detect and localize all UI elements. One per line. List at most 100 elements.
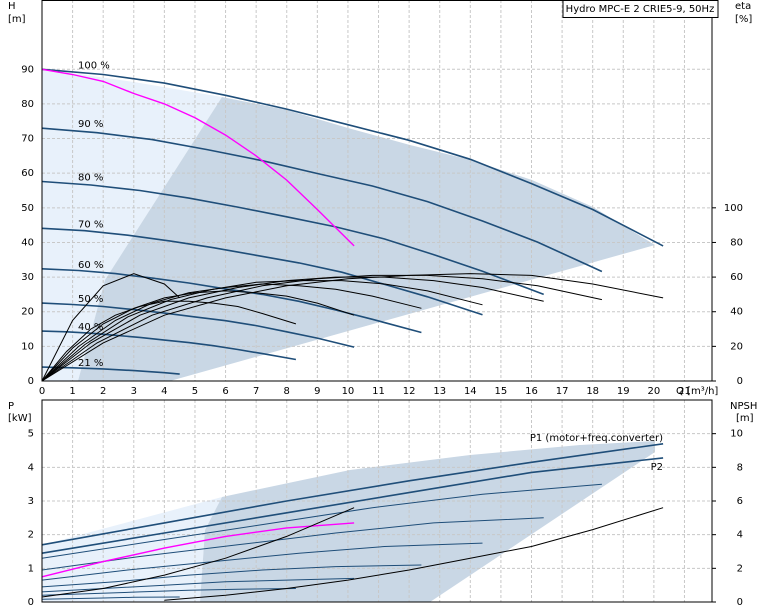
x-tick-label: 3 [131, 386, 137, 397]
curve [41, 443, 664, 546]
x-tick-label: 7 [253, 386, 259, 397]
x-tick-label: 17 [556, 386, 569, 397]
curve [41, 483, 602, 559]
y2-tick-label: 10 [730, 429, 743, 440]
y2-axis-label: eta [735, 1, 751, 12]
curve-label: 70 % [78, 219, 103, 230]
curve [41, 273, 664, 382]
y-tick-label: 80 [21, 99, 34, 110]
curve [41, 68, 355, 247]
y2-tick-label: 2 [737, 563, 743, 574]
shading [42, 69, 655, 602]
y-axis-label: P [8, 401, 14, 412]
curve [41, 300, 297, 382]
y-tick-label: 4 [28, 462, 34, 473]
curve [41, 522, 355, 578]
y-axis-label: H [8, 1, 16, 12]
title-box [562, 0, 719, 18]
y-tick-label: 2 [28, 530, 34, 541]
plot-frame [41, 399, 713, 603]
range-gray [200, 441, 655, 602]
y-tick-label: 5 [28, 429, 34, 440]
x-tick-label: 13 [433, 386, 446, 397]
y2-axis-unit: [%] [735, 14, 752, 25]
y2-tick-label: 4 [737, 530, 743, 541]
plot-frame [41, 0, 713, 382]
curve-label: 21 % [78, 358, 103, 369]
y-tick-label: 30 [21, 272, 34, 283]
x-tick-label: 18 [586, 386, 599, 397]
curve [41, 564, 422, 588]
curves: 100 %90 %80 %70 %60 %50 %40 %21 %P1 (mot… [41, 60, 664, 601]
curve [41, 517, 544, 571]
x-tick-label: 19 [617, 386, 630, 397]
curve [41, 542, 483, 581]
curve [41, 302, 355, 348]
curve [41, 596, 180, 600]
x-tick-label: 11 [372, 386, 385, 397]
x-tick-label: 15 [495, 386, 508, 397]
range-gray [78, 97, 655, 381]
x-tick-label: 2 [100, 386, 106, 397]
curve [41, 280, 483, 382]
y2-tick-label: 0 [737, 376, 743, 387]
curve [41, 283, 422, 382]
curve [41, 507, 355, 598]
y-tick-label: 10 [21, 341, 34, 352]
y-tick-label: 90 [21, 64, 34, 75]
y2-tick-label: 8 [737, 462, 743, 473]
x-tick-label: 6 [222, 386, 228, 397]
x-tick-label: 9 [314, 386, 320, 397]
x-tick-label: 5 [192, 386, 198, 397]
x-tick-label: 1 [69, 386, 75, 397]
chart-title: Hydro MPC-E 2 CRIE5-9, 50Hz [566, 4, 715, 15]
y-tick-label: 60 [21, 168, 34, 179]
curve [41, 366, 180, 375]
curve [41, 290, 355, 382]
y2-axis-unit: [m] [736, 413, 754, 424]
curve [41, 330, 297, 361]
curve-label: 100 % [78, 60, 110, 71]
curve [164, 507, 664, 601]
y2-tick-label: 60 [730, 272, 743, 283]
curve [41, 127, 603, 273]
curve [41, 588, 296, 596]
x-tick-label: 8 [284, 386, 290, 397]
y2-tick-label: 20 [730, 341, 743, 352]
y-tick-label: 40 [21, 237, 34, 248]
curve-label: 90 % [78, 119, 103, 130]
x-tick-label: 16 [525, 386, 538, 397]
curve-label: P1 (motor+freq.converter) [530, 433, 663, 444]
y-axis-unit: [kW] [8, 413, 32, 424]
curve [41, 457, 664, 554]
y2-tick-label: 40 [730, 307, 743, 318]
y-axis-unit: [m] [8, 14, 26, 25]
curve [41, 227, 483, 316]
curve-label: 80 % [78, 172, 103, 183]
curve [41, 180, 544, 296]
x-tick-label: 20 [648, 386, 661, 397]
y2-tick-label: 100 [724, 203, 743, 214]
x-tick-label: 12 [403, 386, 416, 397]
curve-label: 40 % [78, 322, 103, 333]
curve [41, 577, 355, 593]
y2-tick-label: 80 [730, 237, 743, 248]
x-tick-label: 0 [39, 386, 45, 397]
y-tick-label: 0 [28, 597, 34, 608]
y2-axis-label: NPSH [730, 401, 757, 412]
x-tick-label: 4 [161, 386, 167, 397]
y2-tick-label: 0 [737, 597, 743, 608]
y-tick-label: 3 [28, 496, 34, 507]
y2-tick-label: 6 [737, 496, 743, 507]
x-tick-label: 10 [342, 386, 355, 397]
x-tick-label: 21 [678, 386, 691, 397]
curve-label: P2 [651, 462, 663, 473]
y-tick-label: 20 [21, 307, 34, 318]
y-tick-label: 0 [28, 376, 34, 387]
curve [41, 273, 181, 382]
y-tick-label: 1 [28, 563, 34, 574]
curve [41, 68, 664, 247]
x-axis-label: Q [m³/h] [676, 386, 718, 397]
